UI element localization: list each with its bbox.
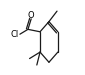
Text: O: O: [28, 11, 35, 20]
Text: Cl: Cl: [11, 30, 19, 39]
